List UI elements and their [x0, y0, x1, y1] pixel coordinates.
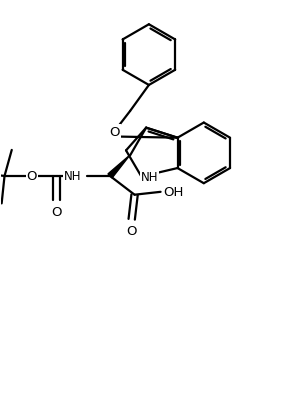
- Text: OH: OH: [163, 186, 183, 199]
- Text: NH: NH: [64, 170, 81, 183]
- Text: O: O: [27, 170, 37, 183]
- Text: NH: NH: [141, 171, 158, 183]
- Text: O: O: [126, 225, 137, 238]
- Text: O: O: [109, 126, 119, 139]
- Polygon shape: [108, 156, 130, 179]
- Text: O: O: [51, 205, 62, 218]
